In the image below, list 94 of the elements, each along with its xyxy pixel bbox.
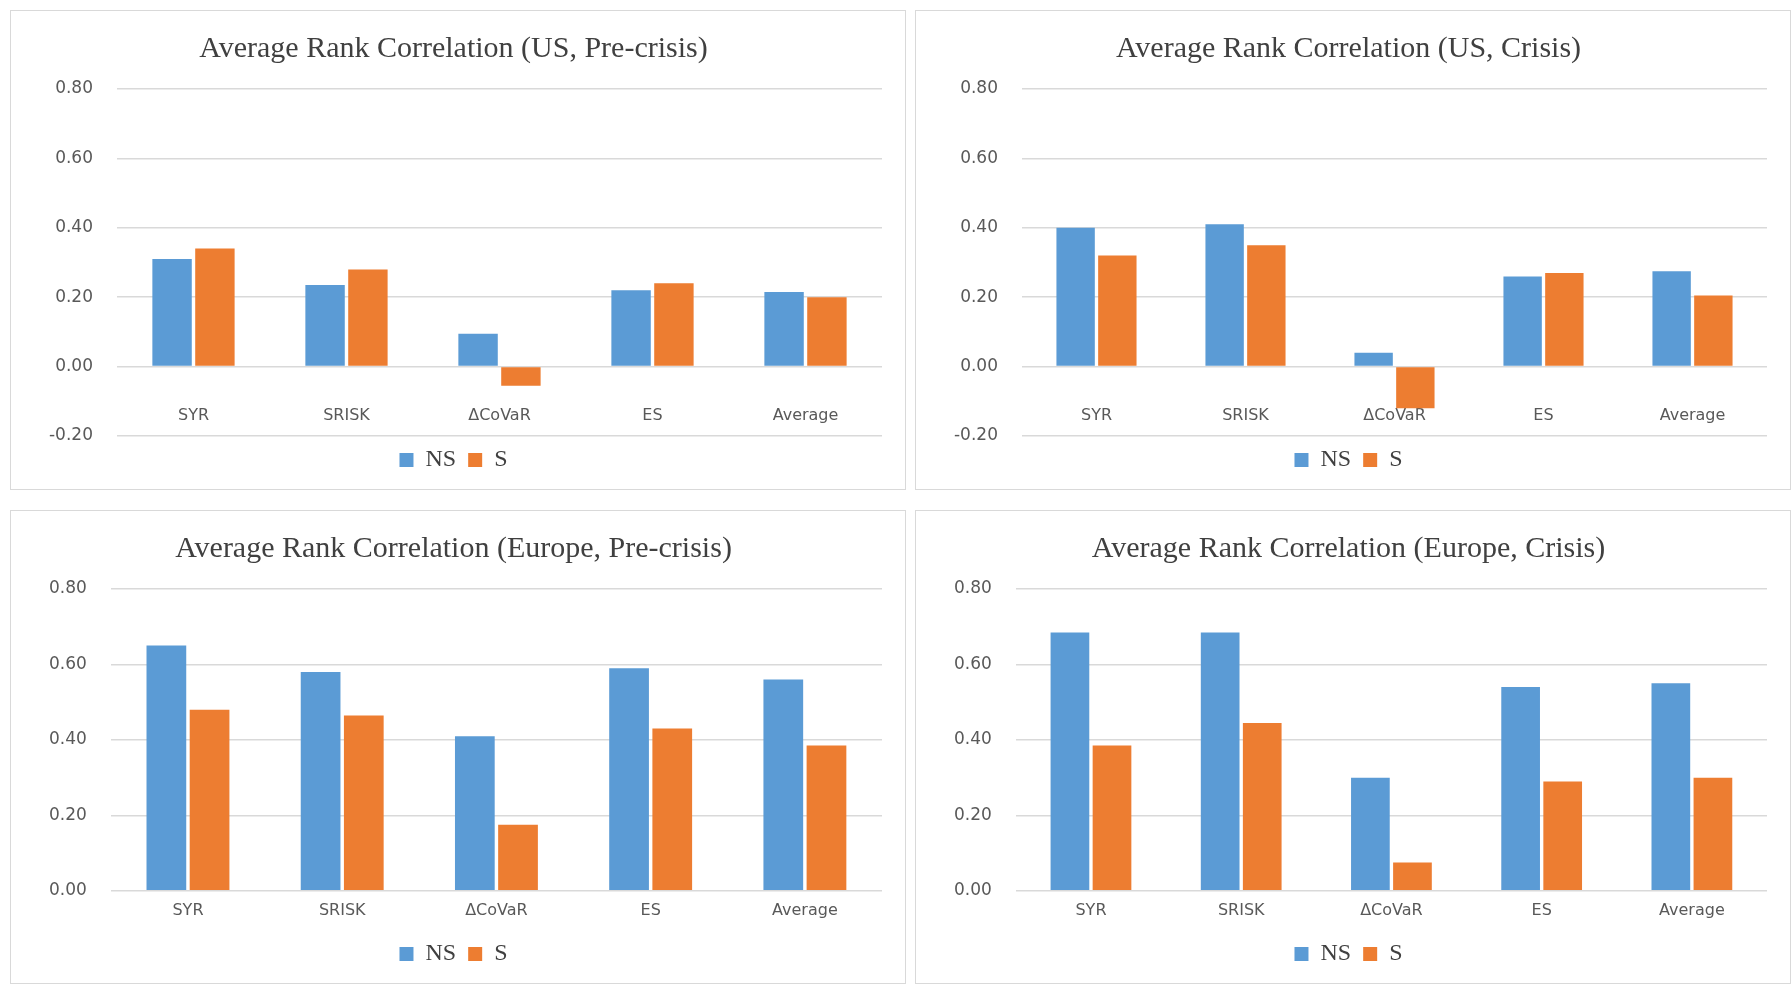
legend-label: NS	[425, 445, 457, 472]
bar	[1092, 745, 1132, 891]
y-tick-label: 0.60	[960, 146, 998, 167]
y-tick-label: 0.20	[953, 803, 992, 824]
y-tick-label: 0.60	[48, 652, 87, 673]
chart-title: Average Rank Correlation (US, Crisis)	[1115, 29, 1582, 64]
legend-label: NS	[425, 939, 457, 966]
chart-title: Average Rank Correlation (US, Pre-crisis)	[199, 29, 708, 64]
bar	[1501, 687, 1540, 891]
x-tick-label: Average	[1659, 405, 1726, 425]
bar	[1200, 632, 1240, 891]
y-tick-label: 0.60	[953, 652, 992, 673]
bar	[652, 728, 693, 891]
x-tick-label: ES	[640, 899, 661, 919]
bar	[1503, 276, 1542, 366]
bar	[611, 290, 651, 366]
x-tick-label: Average	[772, 899, 838, 919]
y-tick-label: 0.80	[953, 577, 992, 598]
bar	[1354, 352, 1393, 366]
bar	[1694, 295, 1733, 366]
bar	[1247, 245, 1286, 366]
y-tick-label: 0.80	[960, 77, 998, 98]
bar	[654, 283, 694, 366]
y-tick-label: -0.20	[953, 424, 998, 445]
legend-label: NS	[1320, 939, 1352, 966]
bar	[609, 668, 649, 891]
x-tick-label: SYR	[1080, 405, 1113, 425]
x-tick-label: ΔCoVaR	[465, 899, 528, 919]
bar	[1652, 271, 1691, 366]
chart-title: Average Rank Correlation (Europe, Pre-crisis)	[175, 529, 732, 564]
bar	[501, 367, 541, 386]
bar	[1205, 224, 1244, 366]
y-tick-label: -0.20	[48, 424, 93, 445]
y-tick-label: 0.20	[960, 285, 998, 306]
bar	[1693, 777, 1733, 891]
bar	[806, 745, 847, 891]
x-tick-label: SRISK	[318, 899, 367, 919]
bar	[807, 297, 847, 366]
bar	[1396, 367, 1435, 409]
legend-label: S	[1389, 939, 1403, 966]
y-tick-label: 0.00	[55, 355, 93, 376]
bar	[152, 259, 192, 366]
bar	[146, 645, 187, 891]
y-tick-label: 0.40	[953, 728, 992, 749]
x-tick-label: Average	[1659, 899, 1725, 919]
x-tick-label: ES	[1533, 405, 1554, 425]
legend-label: S	[1389, 445, 1403, 472]
bar	[1393, 862, 1432, 891]
y-tick-label: 0.80	[55, 77, 93, 98]
x-tick-label: Average	[772, 405, 839, 425]
legend-label: NS	[1320, 445, 1352, 472]
bar	[1098, 255, 1137, 366]
y-tick-label: 0.60	[55, 146, 93, 167]
chart-title: Average Rank Correlation (Europe, Crisis)	[1091, 529, 1606, 564]
bar	[1050, 632, 1090, 891]
bar	[1651, 683, 1691, 891]
y-tick-label: 0.40	[48, 728, 87, 749]
bar	[1543, 781, 1583, 891]
bar	[1545, 272, 1584, 366]
y-tick-label: 0.20	[55, 285, 93, 306]
x-tick-label: ΔCoVaR	[468, 405, 531, 425]
y-tick-label: 0.20	[48, 803, 87, 824]
x-tick-label: ES	[642, 405, 663, 425]
legend-label: S	[494, 939, 508, 966]
y-tick-label: 0.40	[55, 216, 93, 237]
bar	[1242, 722, 1282, 891]
bar	[458, 333, 498, 366]
bar	[763, 679, 804, 891]
bar	[305, 285, 345, 366]
bar	[343, 715, 384, 891]
x-tick-label: ES	[1531, 899, 1552, 919]
x-tick-label: SYR	[177, 405, 210, 425]
bar	[300, 672, 341, 891]
bar	[1351, 777, 1390, 891]
bar	[498, 824, 538, 891]
x-tick-label: ΔCoVaR	[1363, 405, 1426, 425]
y-tick-label: 0.80	[48, 577, 87, 598]
legend-label: S	[494, 445, 508, 472]
x-tick-label: SYR	[172, 899, 204, 919]
y-tick-label: 0.40	[960, 216, 998, 237]
x-tick-label: SRISK	[1217, 899, 1266, 919]
y-tick-label: 0.00	[48, 879, 87, 900]
bar	[195, 248, 235, 366]
x-tick-label: SYR	[1075, 899, 1107, 919]
bar	[189, 709, 230, 891]
bar	[454, 736, 495, 891]
x-tick-label: SRISK	[323, 405, 371, 425]
y-tick-label: 0.00	[953, 879, 992, 900]
bar	[1056, 227, 1095, 366]
bar	[348, 269, 388, 366]
x-tick-label: ΔCoVaR	[1360, 899, 1423, 919]
x-tick-label: SRISK	[1222, 405, 1270, 425]
y-tick-label: 0.00	[960, 355, 998, 376]
bar	[764, 292, 804, 366]
